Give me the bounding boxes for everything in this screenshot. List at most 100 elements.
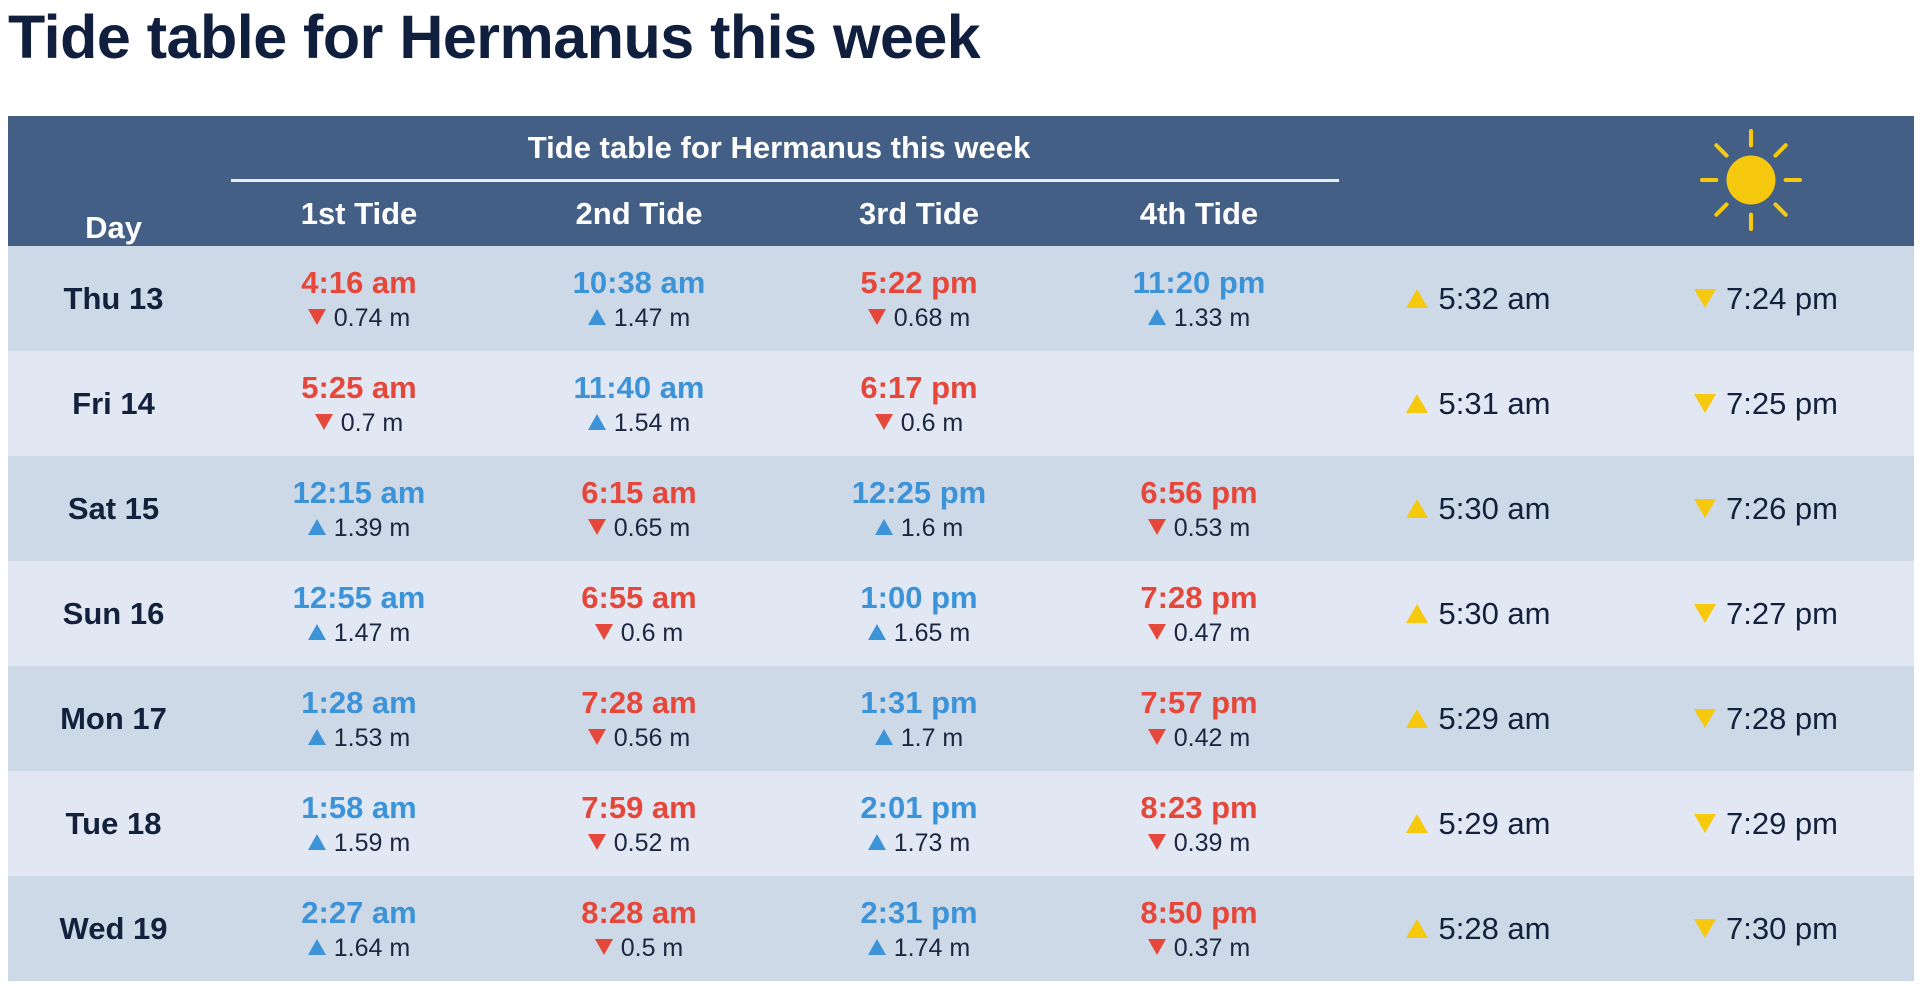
caption-divider — [231, 179, 1339, 182]
sunset-cell: 7:29 pm — [1618, 771, 1914, 876]
sunrise-icon — [1406, 393, 1429, 413]
tide-cell: 1:00 pm 1.65 m — [779, 561, 1059, 666]
sunset-time: 7:24 pm — [1725, 280, 1838, 316]
high-tide-up-arrow-icon — [307, 728, 326, 745]
tide-height-line: 1.65 m — [779, 617, 1059, 649]
tide-cell: 1:58 am 1.59 m — [219, 771, 499, 876]
sun-icon — [1700, 129, 1802, 231]
high-tide-up-arrow-icon — [307, 518, 326, 535]
tide-height: 1.39 m — [333, 513, 411, 542]
tide-time: 7:28 am — [581, 684, 697, 720]
tide-height: 0.74 m — [333, 303, 411, 332]
sunset-time: 7:29 pm — [1725, 805, 1838, 841]
high-tide-up-arrow-icon — [307, 938, 326, 955]
tide-time: 8:28 am — [581, 894, 697, 930]
tide-cell: 7:28 pm 0.47 m — [1059, 561, 1339, 666]
tide-height-line: 0.37 m — [1059, 932, 1339, 964]
tide-height-line: 0.65 m — [499, 512, 779, 544]
sunset-cell: 7:25 pm — [1618, 351, 1914, 456]
tide-cell: 5:25 am 0.7 m — [219, 351, 499, 456]
tide-height-line: 1.6 m — [779, 512, 1059, 544]
tide-cell: 10:38 am 1.47 m — [499, 246, 779, 351]
low-tide-down-arrow-icon — [587, 518, 606, 535]
day-cell: Thu 13 — [8, 246, 219, 351]
tide-cell: 8:23 pm 0.39 m — [1059, 771, 1339, 876]
tide-time: 7:28 pm — [1140, 579, 1258, 615]
tide-height: 1.7 m — [900, 723, 964, 752]
tide-height: 0.7 m — [340, 408, 404, 437]
low-tide-down-arrow-icon — [1147, 728, 1166, 745]
tide-height: 1.33 m — [1173, 303, 1251, 332]
tide-cell: 6:56 pm 0.53 m — [1059, 456, 1339, 561]
sunrise-time: 5:32 am — [1438, 280, 1551, 316]
sunset-time: 7:26 pm — [1725, 490, 1838, 526]
tide-column-header: 1st Tide — [219, 182, 499, 246]
day-cell: Mon 17 — [8, 666, 219, 771]
tide-column-header: 3rd Tide — [779, 182, 1059, 246]
low-tide-down-arrow-icon — [1147, 623, 1166, 640]
low-tide-down-arrow-icon — [594, 623, 613, 640]
table-row: Sun 16 12:55 am 1.47 m 6:55 am 0.6 m 1:00 pm 1… — [8, 561, 1914, 666]
tide-time: 11:40 am — [573, 369, 705, 405]
tide-time: 7:59 am — [581, 789, 697, 825]
tide-height: 0.42 m — [1173, 723, 1251, 752]
tide-column-header: 2nd Tide — [499, 182, 779, 246]
sunset-icon — [1693, 603, 1716, 623]
tide-height-line: 0.68 m — [779, 302, 1059, 334]
sunrise-cell: 5:30 am — [1339, 456, 1618, 561]
tide-height: 1.47 m — [333, 618, 411, 647]
sunrise-time: 5:31 am — [1438, 385, 1551, 421]
low-tide-down-arrow-icon — [307, 308, 326, 325]
tide-height-line: 1.53 m — [219, 722, 499, 754]
sunset-time: 7:30 pm — [1725, 910, 1838, 946]
tide-cell: 5:22 pm 0.68 m — [779, 246, 1059, 351]
sunrise-icon — [1406, 813, 1429, 833]
low-tide-down-arrow-icon — [867, 308, 886, 325]
low-tide-down-arrow-icon — [1147, 518, 1166, 535]
sunrise-time: 5:30 am — [1438, 595, 1551, 631]
sunset-icon — [1693, 918, 1716, 938]
tide-height: 1.53 m — [333, 723, 411, 752]
table-row: Wed 19 2:27 am 1.64 m 8:28 am 0.5 m 2:31 pm 1.… — [8, 876, 1914, 981]
sunset-time: 7:25 pm — [1725, 385, 1838, 421]
sunrise-time: 5:30 am — [1438, 490, 1551, 526]
sunset-time: 7:28 pm — [1725, 700, 1838, 736]
high-tide-up-arrow-icon — [867, 623, 886, 640]
tide-height-line: 1.64 m — [219, 932, 499, 964]
tide-height-line: 1.33 m — [1059, 302, 1339, 334]
low-tide-down-arrow-icon — [594, 938, 613, 955]
tide-time: 2:01 pm — [860, 789, 978, 825]
table-row: Sat 15 12:15 am 1.39 m 6:15 am 0.65 m 12:25 p… — [8, 456, 1914, 561]
tide-height: 1.47 m — [613, 303, 691, 332]
tide-time: 1:31 pm — [860, 684, 978, 720]
table-row: Fri 14 5:25 am 0.7 m 11:40 am 1.54 m 6:17 pm 0… — [8, 351, 1914, 456]
sunset-cell: 7:28 pm — [1618, 666, 1914, 771]
sunrise-cell: 5:29 am — [1339, 771, 1618, 876]
high-tide-up-arrow-icon — [874, 728, 893, 745]
sunrise-time: 5:28 am — [1438, 910, 1551, 946]
high-tide-up-arrow-icon — [874, 518, 893, 535]
tide-height: 0.68 m — [893, 303, 971, 332]
tide-cell: 11:40 am 1.54 m — [499, 351, 779, 456]
high-tide-up-arrow-icon — [587, 413, 606, 430]
tide-time: 10:38 am — [572, 264, 706, 300]
tide-cell: 12:55 am 1.47 m — [219, 561, 499, 666]
high-tide-up-arrow-icon — [307, 623, 326, 640]
sun-header — [1339, 116, 1914, 246]
tide-height: 0.5 m — [620, 933, 684, 962]
table-row: Tue 18 1:58 am 1.59 m 7:59 am 0.52 m 2:01 pm 1… — [8, 771, 1914, 876]
tide-height-line: 0.74 m — [219, 302, 499, 334]
tide-height: 0.37 m — [1173, 933, 1251, 962]
tide-height: 1.73 m — [893, 828, 971, 857]
day-cell: Fri 14 — [8, 351, 219, 456]
tide-time: 6:55 am — [581, 579, 697, 615]
sunset-cell: 7:24 pm — [1618, 246, 1914, 351]
tide-height: 1.65 m — [893, 618, 971, 647]
tide-height-line: 0.42 m — [1059, 722, 1339, 754]
tide-height: 0.6 m — [620, 618, 684, 647]
sunset-icon — [1693, 393, 1716, 413]
tide-cell: 6:55 am 0.6 m — [499, 561, 779, 666]
tide-height: 1.64 m — [333, 933, 411, 962]
tide-cell: 4:16 am 0.74 m — [219, 246, 499, 351]
tide-height: 0.53 m — [1173, 513, 1251, 542]
